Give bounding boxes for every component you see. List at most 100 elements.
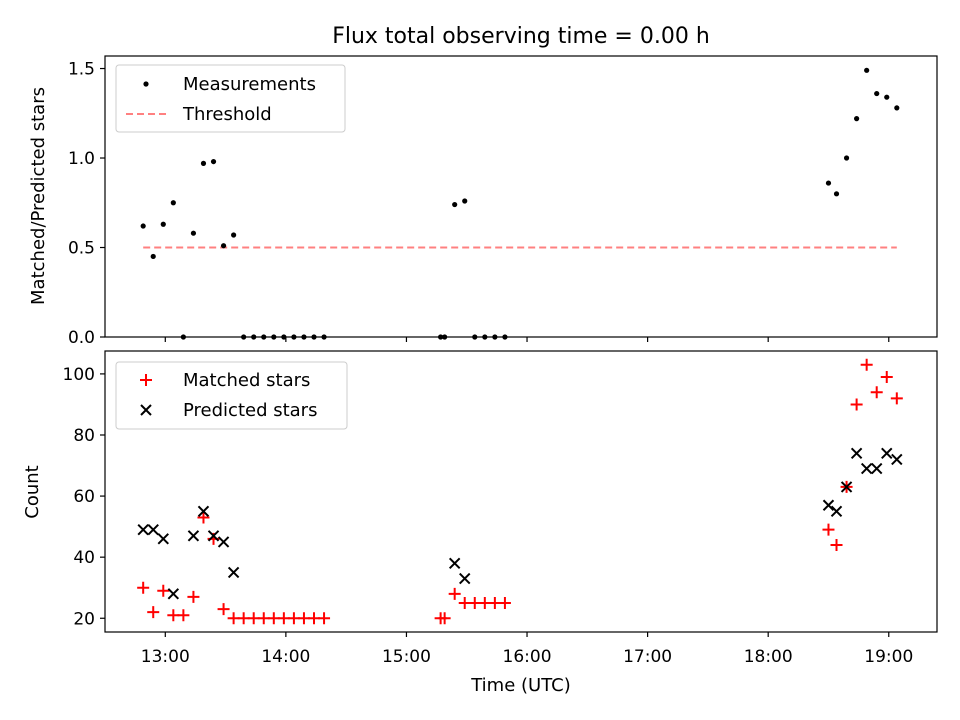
matched-star-point: [498, 596, 511, 609]
matched-star-point: [217, 603, 230, 616]
matched-star-point: [247, 612, 260, 625]
measurement-point: [200, 160, 207, 166]
matched-star-point: [870, 386, 883, 399]
predicted-star-point: [459, 572, 471, 585]
matched-star-point: [458, 596, 471, 609]
ratio-marks: [140, 67, 900, 340]
matched-star-point: [448, 587, 461, 600]
matched-star-point: [438, 612, 451, 625]
measurement-point: [874, 90, 880, 97]
matched-star-point: [468, 596, 481, 609]
ratio-y-tick-label: 1.0: [68, 149, 95, 169]
predicted-star-point: [167, 588, 180, 600]
measurement-point: [231, 232, 237, 238]
measurement-point: [140, 223, 146, 229]
matched-star-point: [237, 612, 250, 625]
ratio-legend-frame: [115, 64, 346, 133]
matched-star-point: [880, 370, 893, 383]
measurement-point: [170, 200, 176, 206]
ratio-axes-frame: [104, 55, 938, 338]
matched-star-point: [318, 612, 331, 625]
count-y-tick-label: 100: [63, 365, 95, 385]
count-x-tick-label: 15:00: [382, 647, 431, 667]
predicted-star-point: [147, 523, 159, 536]
predicted-star-point: [197, 505, 210, 518]
matched-star-point: [308, 612, 321, 625]
predicted-star-point: [157, 533, 169, 545]
matched-star-point: [147, 606, 160, 619]
matched-star-point: [277, 612, 290, 625]
measurement-point: [854, 116, 860, 122]
count-y-tick-label: 20: [73, 609, 95, 629]
matched-star-point: [822, 523, 835, 536]
predicted-star-point: [448, 557, 461, 569]
count-x-tick-label: 14:00: [261, 647, 310, 667]
count-x-tick-label: 19:00: [864, 647, 913, 667]
predicted-star-point: [227, 566, 240, 579]
predicted-star-point: [860, 462, 873, 475]
count-y-tick-label: 80: [73, 426, 95, 446]
matched-star-point: [177, 609, 190, 622]
matched-star-point: [227, 612, 240, 625]
count-y-tick-label: 60: [73, 487, 95, 507]
matched-star-point: [830, 538, 843, 551]
matched-star-point: [860, 358, 873, 371]
measurement-point: [843, 155, 850, 161]
matched-star-point: [257, 612, 270, 625]
count-axes-frame: [104, 350, 938, 633]
legend-matched-marker: [140, 374, 152, 386]
predicted-star-point: [217, 536, 230, 548]
matched-star-point: [890, 392, 903, 405]
measurement-point: [150, 253, 156, 260]
matched-star-point: [137, 581, 150, 594]
measurement-point: [220, 243, 227, 249]
predicted-star-point: [822, 499, 835, 511]
predicted-star-point: [871, 462, 883, 475]
legend-predicted-label: Predicted stars: [183, 400, 317, 421]
count-y-axis-label: Count: [22, 465, 43, 518]
measurement-point: [833, 191, 840, 197]
count-panel: 20 40 60 80 100 13:00 14:00 15:00 16:00 17:00 18:0…: [22, 350, 938, 696]
predicted-star-point: [891, 453, 903, 466]
predicted-star-point: [137, 523, 149, 536]
ratio-y-tick-label: 1.5: [68, 60, 95, 80]
matched-star-point: [167, 609, 180, 622]
count-legend-frame: [115, 361, 348, 430]
count-x-tick-label: 13:00: [141, 647, 190, 667]
predicted-star-point: [850, 447, 863, 460]
measurement-point: [210, 158, 217, 165]
count-y-tick-label: 40: [73, 548, 95, 568]
matched-star-point: [157, 584, 170, 597]
count-legend: Matched stars Predicted stars: [115, 361, 348, 430]
ratio-y-tick-label: 0.5: [68, 239, 95, 259]
predicted-star-point: [840, 481, 853, 493]
predicted-star-point: [881, 447, 893, 460]
legend-measurements-label: Measurements: [183, 74, 316, 95]
legend-matched-label: Matched stars: [183, 370, 310, 391]
count-x-tick-label: 18:00: [744, 647, 793, 667]
count-x-tick-label: 16:00: [503, 647, 552, 667]
predicted-star-point: [830, 505, 843, 518]
legend-measurements-marker: [143, 81, 149, 87]
measurement-point: [884, 94, 890, 100]
matched-star-point: [850, 398, 863, 411]
legend-predicted-marker: [140, 404, 152, 416]
matched-star-point: [187, 590, 200, 603]
matched-star-point: [197, 511, 210, 524]
count-x-tick-label: 17:00: [623, 647, 672, 667]
predicted-star-point: [207, 530, 220, 542]
ratio-axes: 0.0 0.5 1.0 1.5: [68, 55, 938, 348]
measurement-point: [160, 221, 166, 227]
matched-star-point: [478, 596, 491, 609]
ratio-y-axis-label: Matched/Predicted stars: [28, 87, 49, 305]
measurement-point: [190, 230, 197, 236]
chart-title: Flux total observing time = 0.00 h: [332, 24, 710, 49]
count-marks: [137, 358, 903, 625]
matched-star-point: [297, 612, 310, 625]
matched-star-point: [287, 612, 300, 625]
ratio-panel: 0.0 0.5 1.0 1.5 Matched/Predicted stars Mea…: [28, 55, 938, 348]
matched-star-point: [267, 612, 280, 625]
measurement-point: [452, 201, 458, 208]
legend-threshold-label: Threshold: [182, 104, 272, 125]
